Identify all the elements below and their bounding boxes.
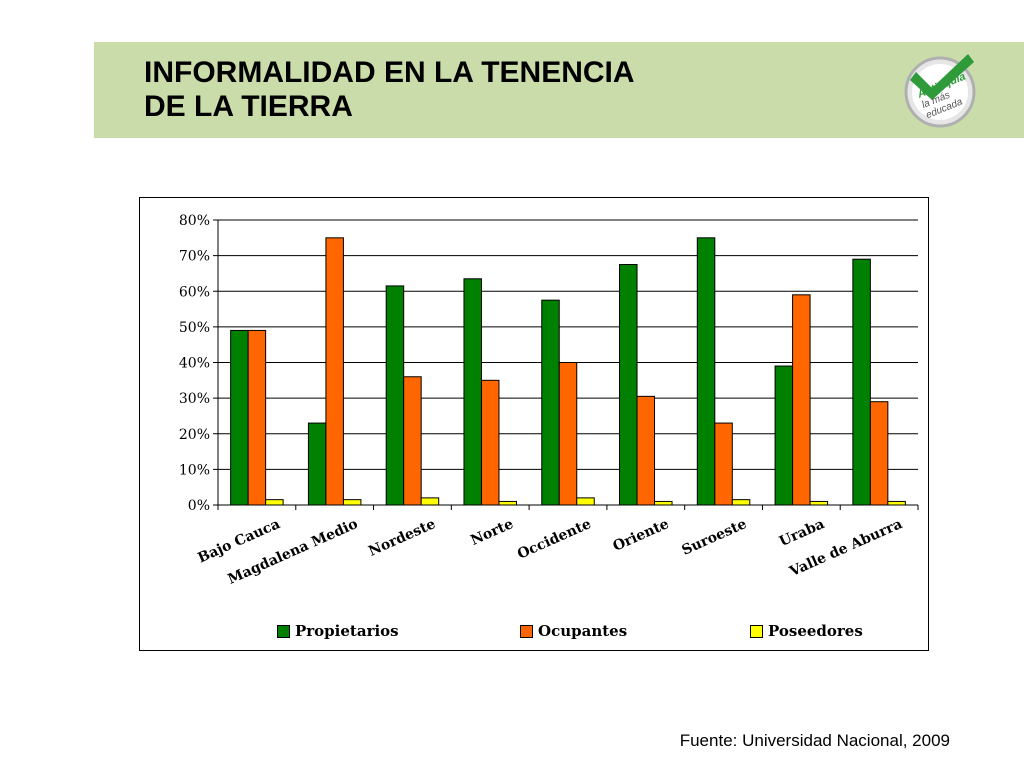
y-tick-label: 80% <box>179 213 210 229</box>
bar-propietarios <box>696 237 716 506</box>
bar-ocupantes <box>403 376 422 506</box>
legend-swatch <box>277 624 290 638</box>
x-tick-label: Uraba <box>777 516 827 550</box>
bar-ocupantes <box>636 395 656 506</box>
bar-ocupantes <box>480 379 500 506</box>
checkmark-icon <box>910 54 974 100</box>
bar-propietarios <box>541 299 560 506</box>
bar-propietarios <box>852 258 871 506</box>
y-tick-label: 30% <box>179 391 210 407</box>
bar-poseedores <box>731 499 751 506</box>
bar-ocupantes <box>714 422 733 506</box>
bar-poseedores <box>342 499 362 506</box>
bar-ocupantes <box>325 237 344 506</box>
y-tick-label: 40% <box>179 356 210 372</box>
x-tick-label: Oriente <box>611 516 672 555</box>
chart-legend: Propietarios Ocupantes Poseedores <box>140 622 928 644</box>
legend-swatch <box>520 624 533 638</box>
bar-ocupantes <box>558 362 578 506</box>
bar-poseedores <box>498 500 517 506</box>
x-tick-label: Magdalena Medio <box>226 516 361 588</box>
y-tick-label: 50% <box>179 320 210 336</box>
bar-propietarios <box>307 422 327 506</box>
bar-poseedores <box>887 500 906 506</box>
x-tick-label: Occidente <box>515 516 594 563</box>
y-tick-label: 20% <box>179 427 210 443</box>
bar-poseedores <box>654 500 673 506</box>
y-tick-label: 10% <box>179 462 210 478</box>
bar-propietarios <box>385 285 405 506</box>
y-tick-label: 70% <box>179 249 210 265</box>
bar-chart: 0%10%20%30%40%50%60%70%80%Bajo CaucaMagd… <box>179 213 919 588</box>
page-title: INFORMALIDAD EN LA TENENCIA DE LA TIERRA <box>144 56 635 124</box>
bar-propietarios <box>463 278 482 506</box>
bar-ocupantes <box>792 294 811 506</box>
source-note: Fuente: Universidad Nacional, 2009 <box>679 731 950 750</box>
antioquia-logo: Antioquia la más educada <box>904 54 976 128</box>
legend-swatch <box>750 624 763 638</box>
legend-item-propietarios: Propietarios <box>277 622 399 640</box>
bar-poseedores <box>809 500 829 506</box>
chart-frame: 0% 10% 20% 30% 40% 50% 60% 70% 80% Bajo Cauca Magd… <box>139 197 929 651</box>
x-tick-label: Nordeste <box>366 516 438 560</box>
legend-item-poseedores: Poseedores <box>750 622 863 640</box>
legend-item-ocupantes: Ocupantes <box>520 622 627 640</box>
bar-poseedores <box>265 499 284 506</box>
bar-poseedores <box>576 497 595 506</box>
bar-ocupantes <box>869 401 889 506</box>
legend-label: Propietarios <box>295 622 399 640</box>
bar-propietarios <box>230 329 249 506</box>
legend-label: Poseedores <box>768 622 863 640</box>
header-band: INFORMALIDAD EN LA TENENCIA DE LA TIERRA… <box>94 42 1024 138</box>
title-line-2: DE LA TIERRA <box>144 90 353 123</box>
bar-propietarios <box>619 264 638 506</box>
x-tick-label: Suroeste <box>679 516 749 559</box>
legend-label: Ocupantes <box>538 622 628 640</box>
y-tick-label: 60% <box>179 284 210 300</box>
bar-poseedores <box>420 497 440 506</box>
bar-propietarios <box>774 365 794 506</box>
title-line-1: INFORMALIDAD EN LA TENENCIA <box>144 56 635 89</box>
x-tick-label: Norte <box>468 516 516 549</box>
bar-ocupantes <box>247 329 267 506</box>
y-tick-label: 0% <box>188 498 210 514</box>
